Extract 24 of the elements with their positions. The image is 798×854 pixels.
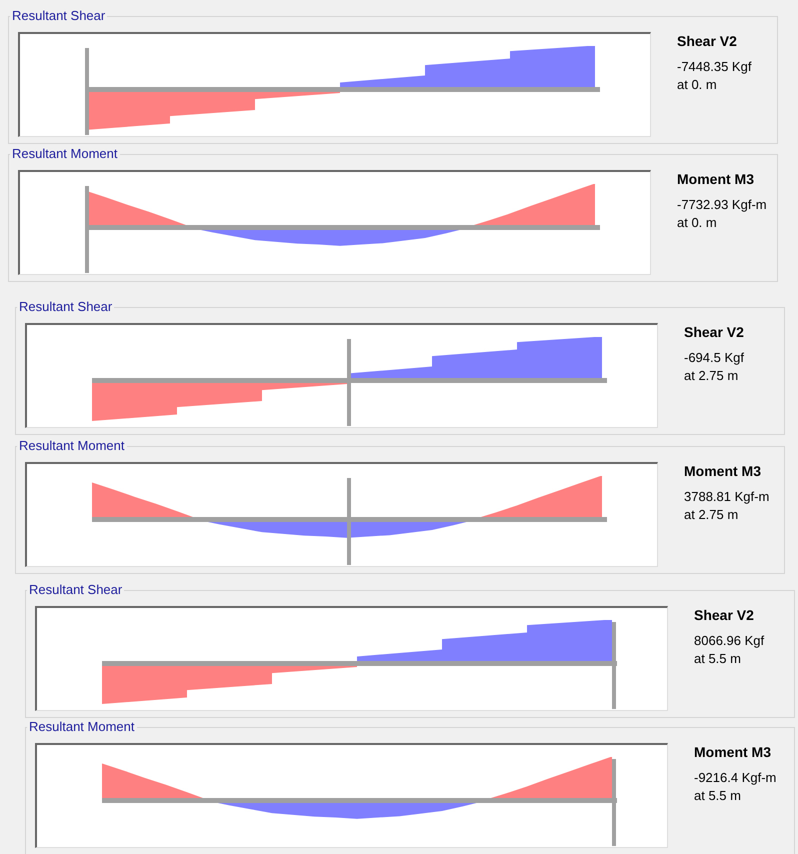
chart-title: Resultant Moment: [27, 719, 136, 734]
text: Moment M3: [684, 462, 762, 480]
text: at 5.5 m: [694, 787, 742, 805]
text: at 0. m: [677, 214, 718, 232]
text: at 5.5 m: [694, 650, 742, 668]
text: at 2.75 m: [684, 367, 740, 385]
chart-title: Resultant Moment: [17, 438, 126, 453]
text: Shear V2: [677, 32, 738, 50]
text: -7732.93 Kgf-m: [677, 196, 767, 214]
text: Moment M3: [677, 170, 755, 188]
text: -694.5 Kgf: [684, 349, 744, 367]
text: -7448.35 Kgf: [677, 58, 752, 76]
chart-title: Resultant Shear: [10, 8, 108, 23]
text: Shear V2: [684, 323, 744, 341]
text: at 2.75 m: [684, 506, 740, 524]
chart-title: Resultant Moment: [10, 146, 120, 161]
text: Moment M3: [694, 743, 772, 761]
text: 3788.81 Kgf-m: [684, 488, 770, 506]
text: 8066.96 Kgf: [694, 632, 764, 650]
chart-title: Resultant Shear: [27, 582, 124, 597]
chart-title: Resultant Shear: [17, 299, 114, 314]
text: Shear V2: [694, 606, 755, 624]
text: -9216.4 Kgf-m: [694, 769, 776, 787]
text: at 0. m: [677, 76, 718, 94]
